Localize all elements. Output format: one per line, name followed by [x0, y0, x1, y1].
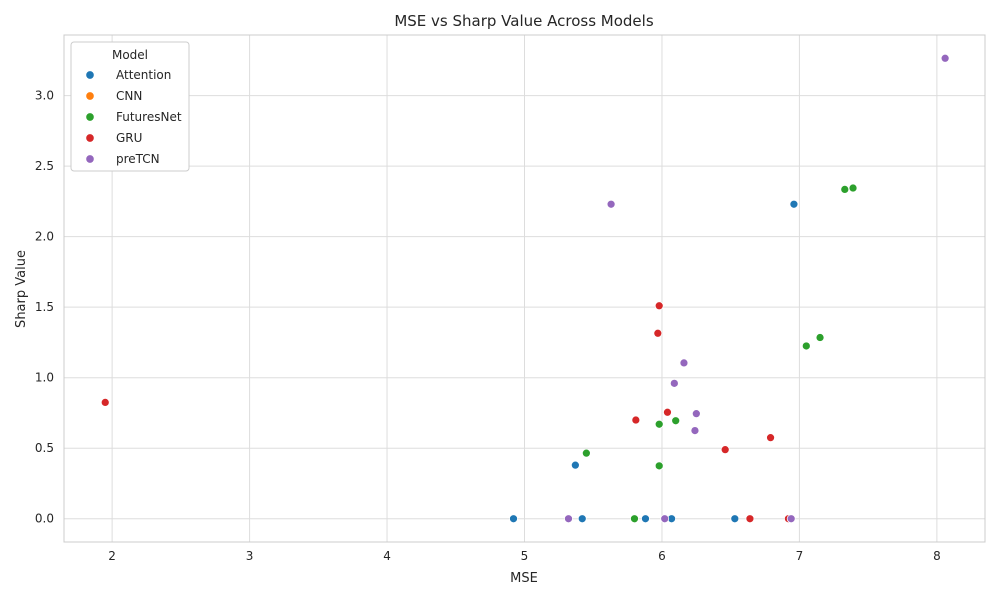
data-point-futuresnet — [840, 185, 850, 194]
data-point-pretcn — [786, 514, 796, 524]
x-tick-label: 3 — [246, 549, 254, 563]
data-point-gru — [663, 407, 672, 417]
data-point-futuresnet — [671, 416, 681, 426]
data-point-gru — [100, 398, 110, 407]
legend-label-attention: Attention — [116, 68, 171, 82]
x-tick-label: 7 — [796, 549, 804, 563]
data-point-futuresnet — [801, 341, 811, 351]
x-tick-label: 5 — [521, 549, 529, 563]
x-tick-labels: 2 3 4 5 6 7 8 — [108, 549, 940, 563]
data-point-futuresnet — [654, 419, 664, 429]
legend-label-cnn: CNN — [116, 89, 142, 103]
data-point-pretcn — [691, 409, 701, 419]
data-point-gru — [745, 514, 755, 524]
x-tick-label: 6 — [658, 549, 666, 563]
y-tick-labels: 0.0 0.5 1.0 1.5 2.0 2.5 3.0 — [35, 89, 54, 526]
data-point-attention — [570, 460, 580, 470]
legend-box — [70, 41, 190, 172]
x-axis-title: MSE — [510, 571, 538, 586]
data-point-pretcn — [679, 358, 689, 368]
data-point-futuresnet — [581, 448, 591, 458]
legend-marker-pretcn — [85, 154, 95, 164]
data-point-pretcn — [690, 426, 700, 435]
data-point-gru — [720, 445, 730, 455]
data-point-pretcn — [660, 514, 670, 524]
y-tick-label: 3.0 — [35, 89, 54, 103]
legend-label-pretcn: preTCN — [116, 152, 160, 166]
y-tick-label: 0.5 — [35, 441, 54, 455]
legend-entries: Attention CNN FuturesNet GRU preTCN — [85, 68, 182, 166]
legend-title: Model — [112, 48, 148, 62]
data-point-attention — [509, 514, 518, 524]
y-axis-title: Sharp Value — [14, 250, 29, 328]
data-point-attention — [730, 514, 740, 524]
grid — [64, 35, 985, 542]
y-tick-label: 2.0 — [35, 230, 54, 244]
x-tick-label: 4 — [383, 549, 391, 563]
data-point-futuresnet — [848, 183, 858, 193]
data-point-pretcn — [606, 199, 616, 209]
legend-marker-gru — [85, 133, 95, 143]
data-point-gru — [766, 433, 775, 443]
data-point-pretcn — [564, 514, 573, 524]
legend-marker-cnn — [85, 91, 95, 101]
data-point-attention — [641, 514, 650, 524]
data-point-attention — [789, 199, 799, 209]
legend: Model Attention CNN FuturesNet GRU preTCN — [70, 41, 190, 172]
data-point-gru — [653, 328, 663, 338]
y-tick-label: 1.5 — [35, 300, 54, 314]
chart-title: MSE vs Sharp Value Across Models — [394, 12, 653, 30]
data-point-attention — [577, 514, 587, 524]
legend-marker-attention — [85, 70, 95, 80]
legend-label-gru: GRU — [116, 131, 142, 145]
data-point-gru — [654, 301, 664, 311]
data-points — [100, 53, 950, 524]
data-point-futuresnet — [630, 514, 639, 524]
plot-frame — [63, 34, 986, 543]
legend-label-futuresnet: FuturesNet — [116, 110, 182, 124]
y-tick-label: 1.0 — [35, 371, 54, 385]
data-point-gru — [631, 415, 641, 425]
data-point-futuresnet — [654, 461, 664, 471]
legend-marker-futuresnet — [85, 112, 95, 122]
y-tick-label: 0.0 — [35, 512, 54, 526]
data-point-pretcn — [940, 53, 950, 63]
data-point-futuresnet — [815, 333, 825, 342]
data-point-pretcn — [669, 378, 679, 388]
y-tick-label: 2.5 — [35, 159, 54, 173]
x-tick-label: 2 — [108, 549, 116, 563]
x-tick-label: 8 — [933, 549, 941, 563]
